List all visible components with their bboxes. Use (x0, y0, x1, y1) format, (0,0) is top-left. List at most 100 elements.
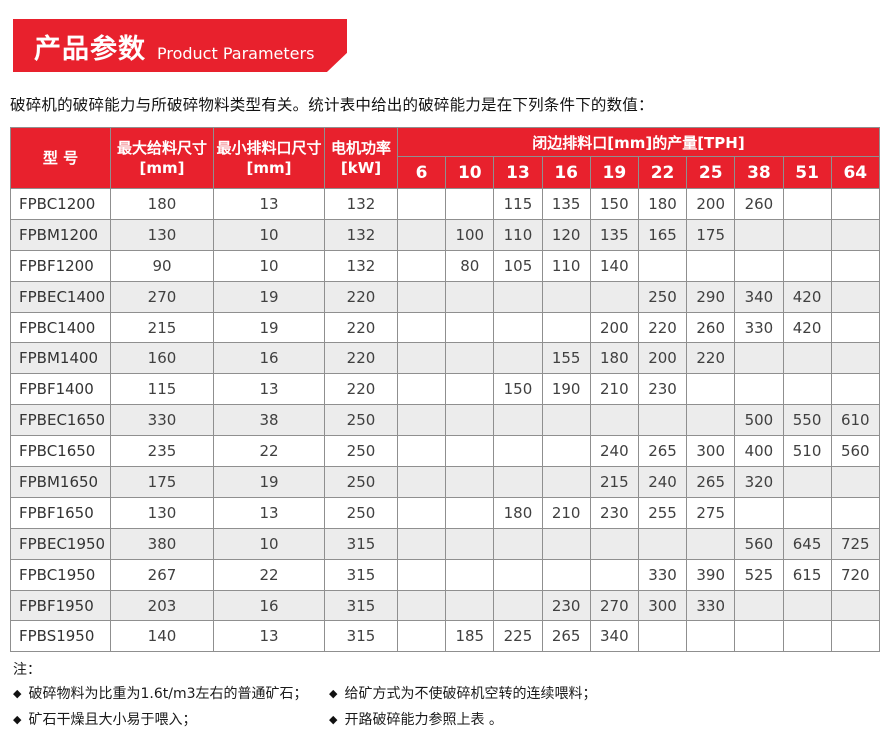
value-cell (541, 527, 591, 560)
value-cell: 180 (589, 342, 639, 375)
value-cell (541, 558, 591, 591)
value-cell (734, 218, 784, 251)
value-cell: 380 (110, 527, 214, 560)
value-cell: 150 (589, 188, 639, 220)
value-cell: 130 (110, 218, 214, 251)
value-cell (445, 435, 495, 468)
value-cell: 210 (589, 373, 639, 406)
value-cell: 200 (589, 311, 639, 344)
col-header-min-discharge: 最小排料口尺寸 [mm] (213, 127, 325, 189)
value-cell (493, 404, 543, 437)
value-cell: 220 (686, 342, 736, 375)
value-cell: 10 (213, 249, 325, 282)
value-cell (396, 527, 447, 560)
value-cell: 140 (110, 620, 214, 653)
value-cell (830, 373, 880, 406)
value-cell (396, 496, 447, 529)
value-cell: 500 (734, 404, 784, 437)
value-cell: 240 (637, 466, 688, 498)
value-cell: 260 (734, 188, 784, 220)
value-cell: 132 (324, 218, 398, 251)
value-cell (396, 404, 447, 437)
col-header-max-feed-unit: [mm] (139, 159, 185, 177)
value-cell: 100 (445, 218, 495, 251)
value-cell: 315 (324, 558, 398, 591)
value-cell (541, 435, 591, 468)
value-cell: 80 (445, 249, 495, 282)
value-cell: 220 (324, 373, 398, 406)
col-header-gap-51: 51 (782, 156, 832, 189)
value-cell (830, 280, 880, 313)
intro-text: 破碎机的破碎能力与所破碎物料类型有关。统计表中给出的破碎能力是在下列条件下的数值… (10, 96, 654, 114)
value-cell (445, 527, 495, 560)
value-cell (493, 527, 543, 560)
col-header-capacity-group: 闭边排料口[mm]的产量[TPH] (397, 127, 880, 157)
value-cell: 250 (324, 435, 398, 468)
value-cell: 160 (110, 342, 214, 375)
value-cell (396, 249, 447, 282)
model-cell: FPBF1400 (10, 373, 111, 406)
value-cell (782, 249, 832, 282)
col-header-model: 型 号 (10, 127, 111, 189)
col-header-power-unit: [kW] (340, 159, 382, 177)
value-cell: 300 (637, 589, 688, 622)
value-cell (734, 373, 784, 406)
value-cell: 615 (782, 558, 832, 591)
note-row: ◆ 破碎物料为比重为1.6t/m3左右的普通矿石； ◆ 给矿方式为不使破碎机空转… (13, 681, 596, 707)
value-cell: 315 (324, 620, 398, 653)
table-row: FPBEC1950 380 10 315 560 645 725 (10, 527, 880, 560)
value-cell: 220 (324, 280, 398, 313)
value-cell (396, 188, 447, 220)
value-cell: 13 (213, 373, 325, 406)
col-header-max-feed-label: 最大给料尺寸 (116, 138, 207, 157)
value-cell: 645 (782, 527, 832, 560)
header-row-top: 型 号 最大给料尺寸 [mm] 最小排料口尺寸 [mm] 电机功率 [kW] 闭… (10, 127, 880, 189)
value-cell: 390 (686, 558, 736, 591)
col-header-power: 电机功率 [kW] (324, 127, 398, 189)
model-cell: FPBEC1400 (10, 280, 111, 313)
value-cell (782, 342, 832, 375)
value-cell: 200 (686, 188, 736, 220)
value-cell (734, 342, 784, 375)
note-text: 破碎物料为比重为1.6t/m3左右的普通矿石； (28, 686, 308, 702)
value-cell (493, 435, 543, 468)
table-row: FPBC1650 235 22 250 240 265 300 400 510 560 (10, 435, 880, 468)
model-cell: FPBEC1650 (10, 404, 111, 437)
note-text: 给矿方式为不使破碎机空转的连续喂料； (344, 686, 597, 702)
value-cell: 230 (541, 589, 591, 622)
value-cell: 235 (110, 435, 214, 468)
table-row: FPBM1650 175 19 250 215 240 265 320 (10, 466, 880, 498)
col-header-gap-22: 22 (637, 156, 688, 189)
value-cell (589, 558, 639, 591)
table-row: FPBC1950 267 22 315 330 390 525 615 720 (10, 558, 880, 591)
value-cell (493, 342, 543, 375)
diamond-bullet-icon: ◆ (329, 687, 338, 700)
value-cell: 120 (541, 218, 591, 251)
value-cell: 180 (110, 188, 214, 220)
notes-section: 注： ◆ 破碎物料为比重为1.6t/m3左右的普通矿石； ◆ 给矿方式为不使破碎… (13, 659, 596, 733)
value-cell (830, 620, 880, 653)
value-cell (686, 527, 736, 560)
diamond-bullet-icon: ◆ (13, 713, 22, 726)
value-cell (396, 589, 447, 622)
value-cell (686, 373, 736, 406)
value-cell (637, 249, 688, 282)
value-cell (637, 404, 688, 437)
value-cell: 250 (324, 466, 398, 498)
value-cell: 610 (830, 404, 880, 437)
value-cell: 220 (324, 311, 398, 344)
model-cell: FPBS1950 (10, 620, 111, 653)
table-row: FPBM1400 160 16 220 155 180 200 220 (10, 342, 880, 375)
value-cell: 22 (213, 435, 325, 468)
value-cell (686, 249, 736, 282)
value-cell: 330 (110, 404, 214, 437)
value-cell: 165 (637, 218, 688, 251)
value-cell (637, 527, 688, 560)
value-cell: 185 (445, 620, 495, 653)
model-cell: FPBF1950 (10, 589, 111, 622)
value-cell: 220 (324, 342, 398, 375)
value-cell (396, 342, 447, 375)
note-row: ◆ 矿石干燥且大小易于喂入； ◆ 开路破碎能力参照上表 。 (13, 707, 596, 733)
value-cell: 175 (110, 466, 214, 498)
col-header-gap-25: 25 (686, 156, 736, 189)
